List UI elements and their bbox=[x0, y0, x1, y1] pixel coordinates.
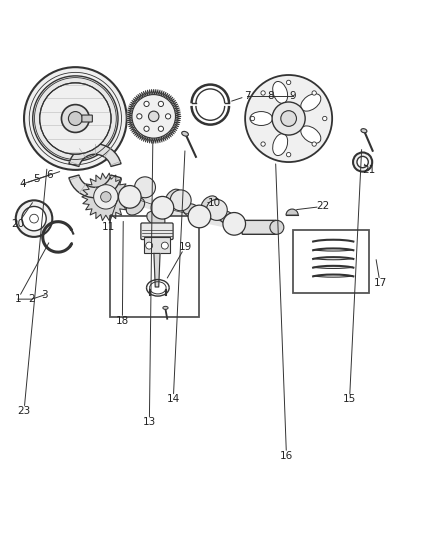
Text: 11: 11 bbox=[101, 222, 115, 232]
Ellipse shape bbox=[147, 211, 165, 226]
Polygon shape bbox=[154, 254, 160, 287]
Text: 13: 13 bbox=[143, 417, 156, 427]
Circle shape bbox=[322, 116, 327, 120]
Circle shape bbox=[22, 206, 46, 231]
Circle shape bbox=[101, 192, 111, 202]
Circle shape bbox=[170, 190, 191, 211]
Ellipse shape bbox=[301, 126, 321, 143]
Text: 9: 9 bbox=[290, 91, 296, 101]
Circle shape bbox=[261, 142, 265, 146]
Circle shape bbox=[151, 197, 174, 219]
Circle shape bbox=[132, 94, 176, 138]
Circle shape bbox=[223, 213, 246, 235]
Circle shape bbox=[158, 101, 163, 107]
Text: 1: 1 bbox=[14, 294, 21, 304]
Circle shape bbox=[68, 111, 82, 125]
Text: 8: 8 bbox=[267, 91, 274, 101]
Text: 22: 22 bbox=[316, 201, 329, 212]
Text: 23: 23 bbox=[18, 406, 31, 416]
FancyBboxPatch shape bbox=[141, 223, 173, 239]
Text: 21: 21 bbox=[363, 165, 376, 175]
Text: 15: 15 bbox=[343, 394, 356, 404]
Ellipse shape bbox=[163, 306, 168, 309]
Circle shape bbox=[166, 114, 171, 119]
Polygon shape bbox=[82, 173, 130, 221]
Polygon shape bbox=[127, 90, 181, 143]
FancyBboxPatch shape bbox=[242, 220, 276, 235]
Text: 3: 3 bbox=[42, 290, 48, 300]
Text: 17: 17 bbox=[374, 278, 387, 288]
Wedge shape bbox=[69, 175, 121, 198]
Circle shape bbox=[272, 102, 305, 135]
Circle shape bbox=[137, 114, 142, 119]
Text: 16: 16 bbox=[280, 451, 293, 461]
Text: 6: 6 bbox=[46, 170, 53, 180]
Ellipse shape bbox=[301, 94, 321, 111]
Ellipse shape bbox=[250, 111, 272, 125]
Circle shape bbox=[134, 177, 155, 198]
Text: 4: 4 bbox=[20, 179, 26, 189]
Ellipse shape bbox=[201, 196, 217, 211]
Circle shape bbox=[312, 91, 316, 95]
Text: 7: 7 bbox=[244, 91, 251, 101]
Circle shape bbox=[33, 76, 118, 161]
Circle shape bbox=[40, 83, 111, 154]
Circle shape bbox=[146, 242, 152, 249]
Bar bbox=[144, 237, 170, 254]
Circle shape bbox=[16, 200, 52, 237]
Circle shape bbox=[118, 185, 141, 208]
Ellipse shape bbox=[273, 82, 288, 103]
Ellipse shape bbox=[126, 198, 145, 215]
Ellipse shape bbox=[182, 132, 188, 136]
Text: 18: 18 bbox=[116, 316, 129, 326]
Circle shape bbox=[61, 104, 89, 133]
Text: 10: 10 bbox=[208, 198, 221, 208]
Circle shape bbox=[245, 75, 332, 162]
Bar bbox=[293, 230, 369, 293]
Circle shape bbox=[24, 67, 127, 170]
Circle shape bbox=[188, 205, 211, 228]
FancyBboxPatch shape bbox=[82, 115, 92, 122]
Circle shape bbox=[281, 111, 297, 126]
Circle shape bbox=[148, 111, 159, 122]
Bar bbox=[110, 216, 199, 317]
Circle shape bbox=[161, 242, 168, 249]
Text: 20: 20 bbox=[11, 219, 25, 229]
Text: 2: 2 bbox=[28, 294, 35, 304]
Circle shape bbox=[312, 142, 316, 146]
Ellipse shape bbox=[183, 204, 201, 218]
Circle shape bbox=[353, 152, 372, 172]
Ellipse shape bbox=[273, 134, 288, 156]
Circle shape bbox=[251, 116, 254, 120]
Text: 19: 19 bbox=[178, 242, 192, 252]
Circle shape bbox=[357, 156, 368, 168]
Ellipse shape bbox=[361, 128, 367, 133]
Circle shape bbox=[94, 184, 118, 209]
Wedge shape bbox=[286, 209, 298, 215]
Text: 5: 5 bbox=[33, 174, 39, 184]
Circle shape bbox=[144, 126, 149, 132]
Circle shape bbox=[158, 126, 163, 132]
Text: 14: 14 bbox=[167, 394, 180, 404]
Circle shape bbox=[270, 220, 284, 235]
Ellipse shape bbox=[219, 211, 235, 225]
Circle shape bbox=[206, 199, 227, 220]
Circle shape bbox=[144, 101, 149, 107]
Wedge shape bbox=[69, 144, 121, 166]
Circle shape bbox=[286, 80, 291, 85]
Circle shape bbox=[261, 91, 265, 95]
Ellipse shape bbox=[165, 189, 181, 206]
Circle shape bbox=[286, 152, 291, 157]
